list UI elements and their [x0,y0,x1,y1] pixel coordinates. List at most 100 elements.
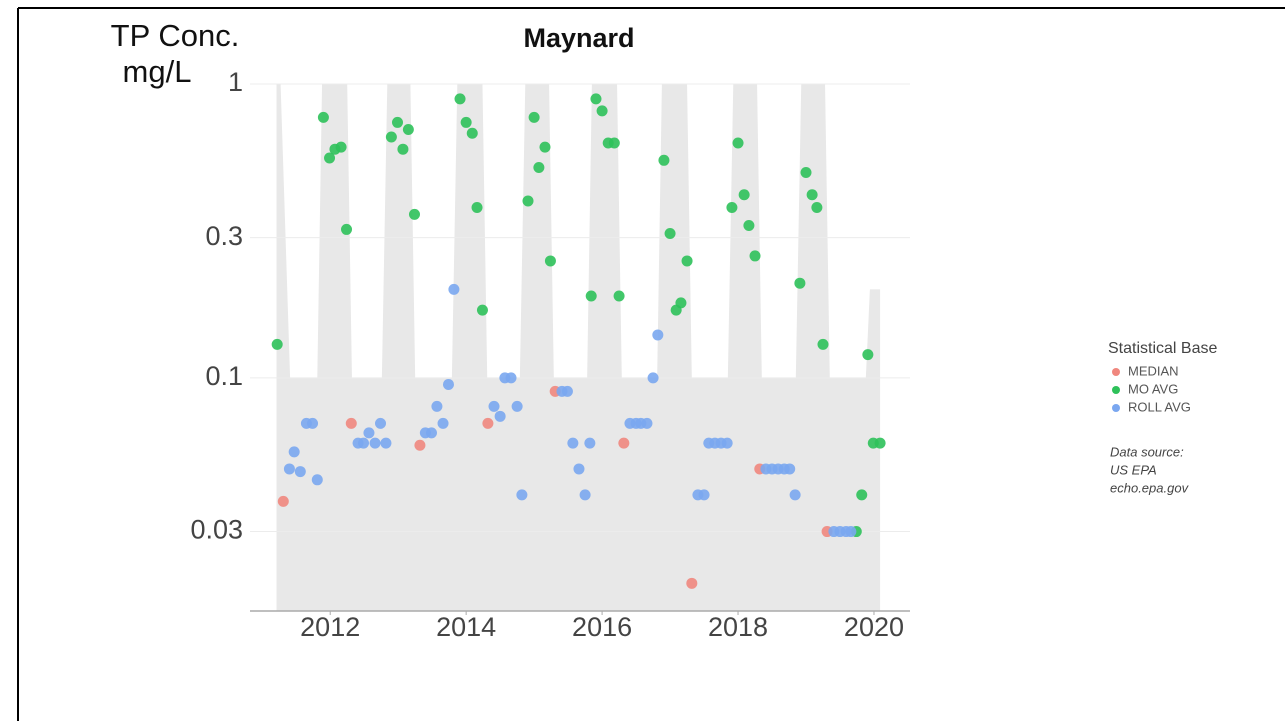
data-point [681,255,693,267]
data-point [686,577,698,589]
data-point [324,152,336,164]
data-point [380,437,392,449]
x-tick-label: 2018 [708,612,768,642]
data-point [743,220,755,232]
data-point [584,437,596,449]
x-tick-label: 2020 [844,612,904,642]
data-point [658,154,670,166]
data-point [437,417,449,429]
data-point [341,223,353,235]
data-point [414,439,426,451]
data-point [800,166,812,178]
data-point [539,141,551,153]
y-tick-label: 0.03 [190,515,243,545]
data-point [402,124,414,136]
data-point [476,304,488,316]
data-point [698,489,710,501]
limit-band [276,84,881,611]
data-point [789,489,801,501]
chart-title: Maynard [523,23,634,53]
data-point [511,400,523,412]
x-tick-label: 2016 [572,612,632,642]
y-tick-label: 0.3 [205,221,243,251]
data-point [442,378,454,390]
data-point [618,437,630,449]
data-point [488,400,500,412]
data-point [738,189,750,201]
data-point [664,227,676,239]
data-point [585,290,597,302]
data-point [391,116,403,128]
data-point [277,495,289,507]
data-point [494,410,506,422]
data-point [311,474,323,486]
source-text: Data source: [1110,444,1184,459]
data-point [561,385,573,397]
data-point [283,463,295,475]
data-point [817,338,829,350]
data-point [482,417,494,429]
legend-label: MO AVG [1128,381,1178,396]
data-point [862,349,874,361]
data-point [375,417,387,429]
y-tick-label: 0.1 [205,361,243,391]
data-point [845,526,857,538]
data-point [721,437,733,449]
legend-title: Statistical Base [1108,340,1217,357]
data-point [567,437,579,449]
data-point [448,283,460,295]
data-point [466,127,478,139]
data-point [533,161,545,173]
data-point [363,427,375,439]
data-point [641,417,653,429]
y-axis-label: TP Conc. [111,18,240,53]
data-point [784,463,796,475]
plot-area: 0.03 0.1 0.3 1 2012 2014 2016 2018 2020 [190,67,910,642]
data-point [505,372,517,384]
legend-label: MEDIAN [1128,363,1179,378]
data-point [345,417,357,429]
data-point [652,329,664,341]
data-point [573,463,585,475]
data-point [726,201,738,213]
data-point [732,137,744,149]
data-point [544,255,556,267]
data-point [288,446,300,458]
data-point [596,105,608,117]
data-point [471,201,483,213]
data-point [385,131,397,143]
data-point [516,489,528,501]
y-axis-label: mg/L [123,54,192,89]
data-point [874,437,886,449]
data-point [431,400,443,412]
data-point [454,93,466,105]
data-point [579,489,591,501]
legend-label: ROLL AVG [1128,399,1191,414]
data-point [613,290,625,302]
data-point [317,111,329,123]
data-point [425,427,437,439]
data-point [307,417,319,429]
data-point [294,466,306,478]
data-point [856,489,868,501]
data-point [369,437,381,449]
source-text: US EPA [1110,462,1157,477]
data-point [806,189,818,201]
data-point [675,297,687,309]
data-point [647,372,659,384]
data-point [608,137,620,149]
legend-marker [1112,404,1120,412]
data-point [794,277,806,289]
legend-marker [1112,368,1120,376]
data-point [522,195,534,207]
data-point [811,201,823,213]
x-tick-label: 2012 [300,612,360,642]
data-point [749,250,761,262]
data-point [590,93,602,105]
data-point [397,143,409,155]
data-point [408,208,420,220]
data-point [460,116,472,128]
legend: MEDIAN MO AVG ROLL AVG [1112,363,1191,414]
source-text: echo.epa.gov [1110,480,1190,495]
